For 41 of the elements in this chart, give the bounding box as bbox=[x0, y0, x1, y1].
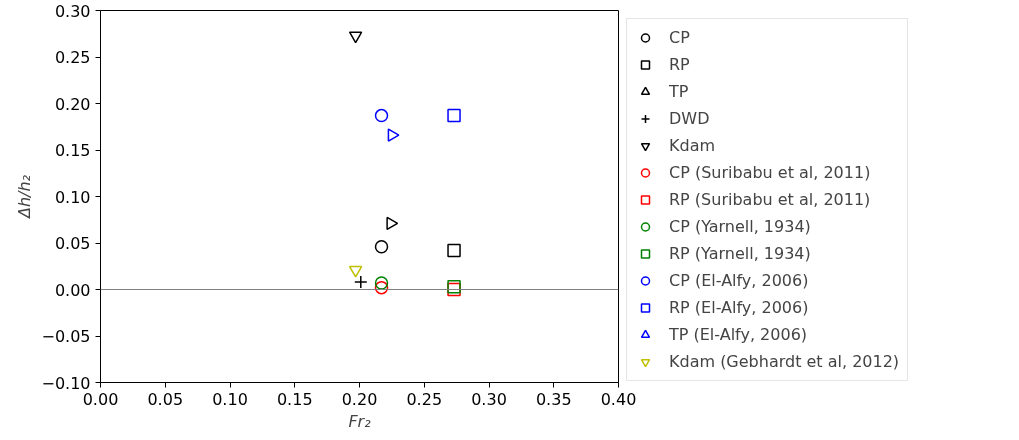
point bbox=[387, 128, 400, 142]
point bbox=[348, 265, 363, 278]
legend-label: Kdam bbox=[669, 135, 716, 156]
y-tick-label: 0.15 bbox=[54, 141, 91, 160]
point bbox=[386, 216, 399, 231]
legend-label: RP (Suribabu et al, 2011) bbox=[669, 189, 871, 210]
legend-label: CP bbox=[669, 27, 690, 48]
point bbox=[374, 276, 389, 290]
y-tick-label: 0.00 bbox=[54, 280, 91, 300]
y-tick-label: 0.30 bbox=[54, 1, 91, 21]
x-axis-title: Fr₂ bbox=[348, 411, 372, 431]
legend-label: Kdam (Gebhardt et al, 2012) bbox=[669, 351, 900, 372]
x-tick-label: 0.35 bbox=[535, 389, 572, 409]
point bbox=[374, 239, 389, 254]
legend-label: TP bbox=[669, 81, 689, 102]
legend-label: RP (El-Alfy, 2006) bbox=[669, 297, 809, 318]
x-tick-label: 0.20 bbox=[341, 389, 378, 409]
y-axis-title: Δh/h₂ bbox=[15, 174, 35, 221]
x-tick-label: 0.15 bbox=[276, 389, 313, 409]
point bbox=[447, 243, 461, 258]
x-tick-label: 0.30 bbox=[471, 389, 507, 409]
legend-label: RP (Yarnell, 1934) bbox=[669, 243, 811, 264]
point bbox=[348, 31, 363, 44]
x-tick-label: 0.05 bbox=[147, 389, 184, 409]
y-tick-label: −0.05 bbox=[41, 327, 91, 346]
point bbox=[447, 108, 461, 123]
legend-label: DWD bbox=[669, 108, 710, 129]
legend-label: CP (El-Alfy, 2006) bbox=[669, 270, 809, 291]
y-tick-label: 0.05 bbox=[54, 234, 91, 253]
point bbox=[374, 280, 389, 295]
legend-label: CP (Yarnell, 1934) bbox=[669, 216, 811, 237]
y-tick-label: 0.25 bbox=[54, 48, 91, 67]
x-tick-label: 0.25 bbox=[406, 389, 443, 409]
legend-label: RP bbox=[669, 54, 690, 75]
point bbox=[374, 108, 389, 123]
y-tick-label: 0.10 bbox=[54, 187, 91, 207]
legend-label: CP (Suribabu et al, 2011) bbox=[669, 162, 871, 183]
x-tick-label: 0.40 bbox=[600, 389, 637, 409]
legend-label: TP (El-Alfy, 2006) bbox=[669, 324, 808, 345]
x-tick-label: 0.10 bbox=[212, 389, 248, 409]
y-tick-label: 0.20 bbox=[54, 94, 91, 114]
